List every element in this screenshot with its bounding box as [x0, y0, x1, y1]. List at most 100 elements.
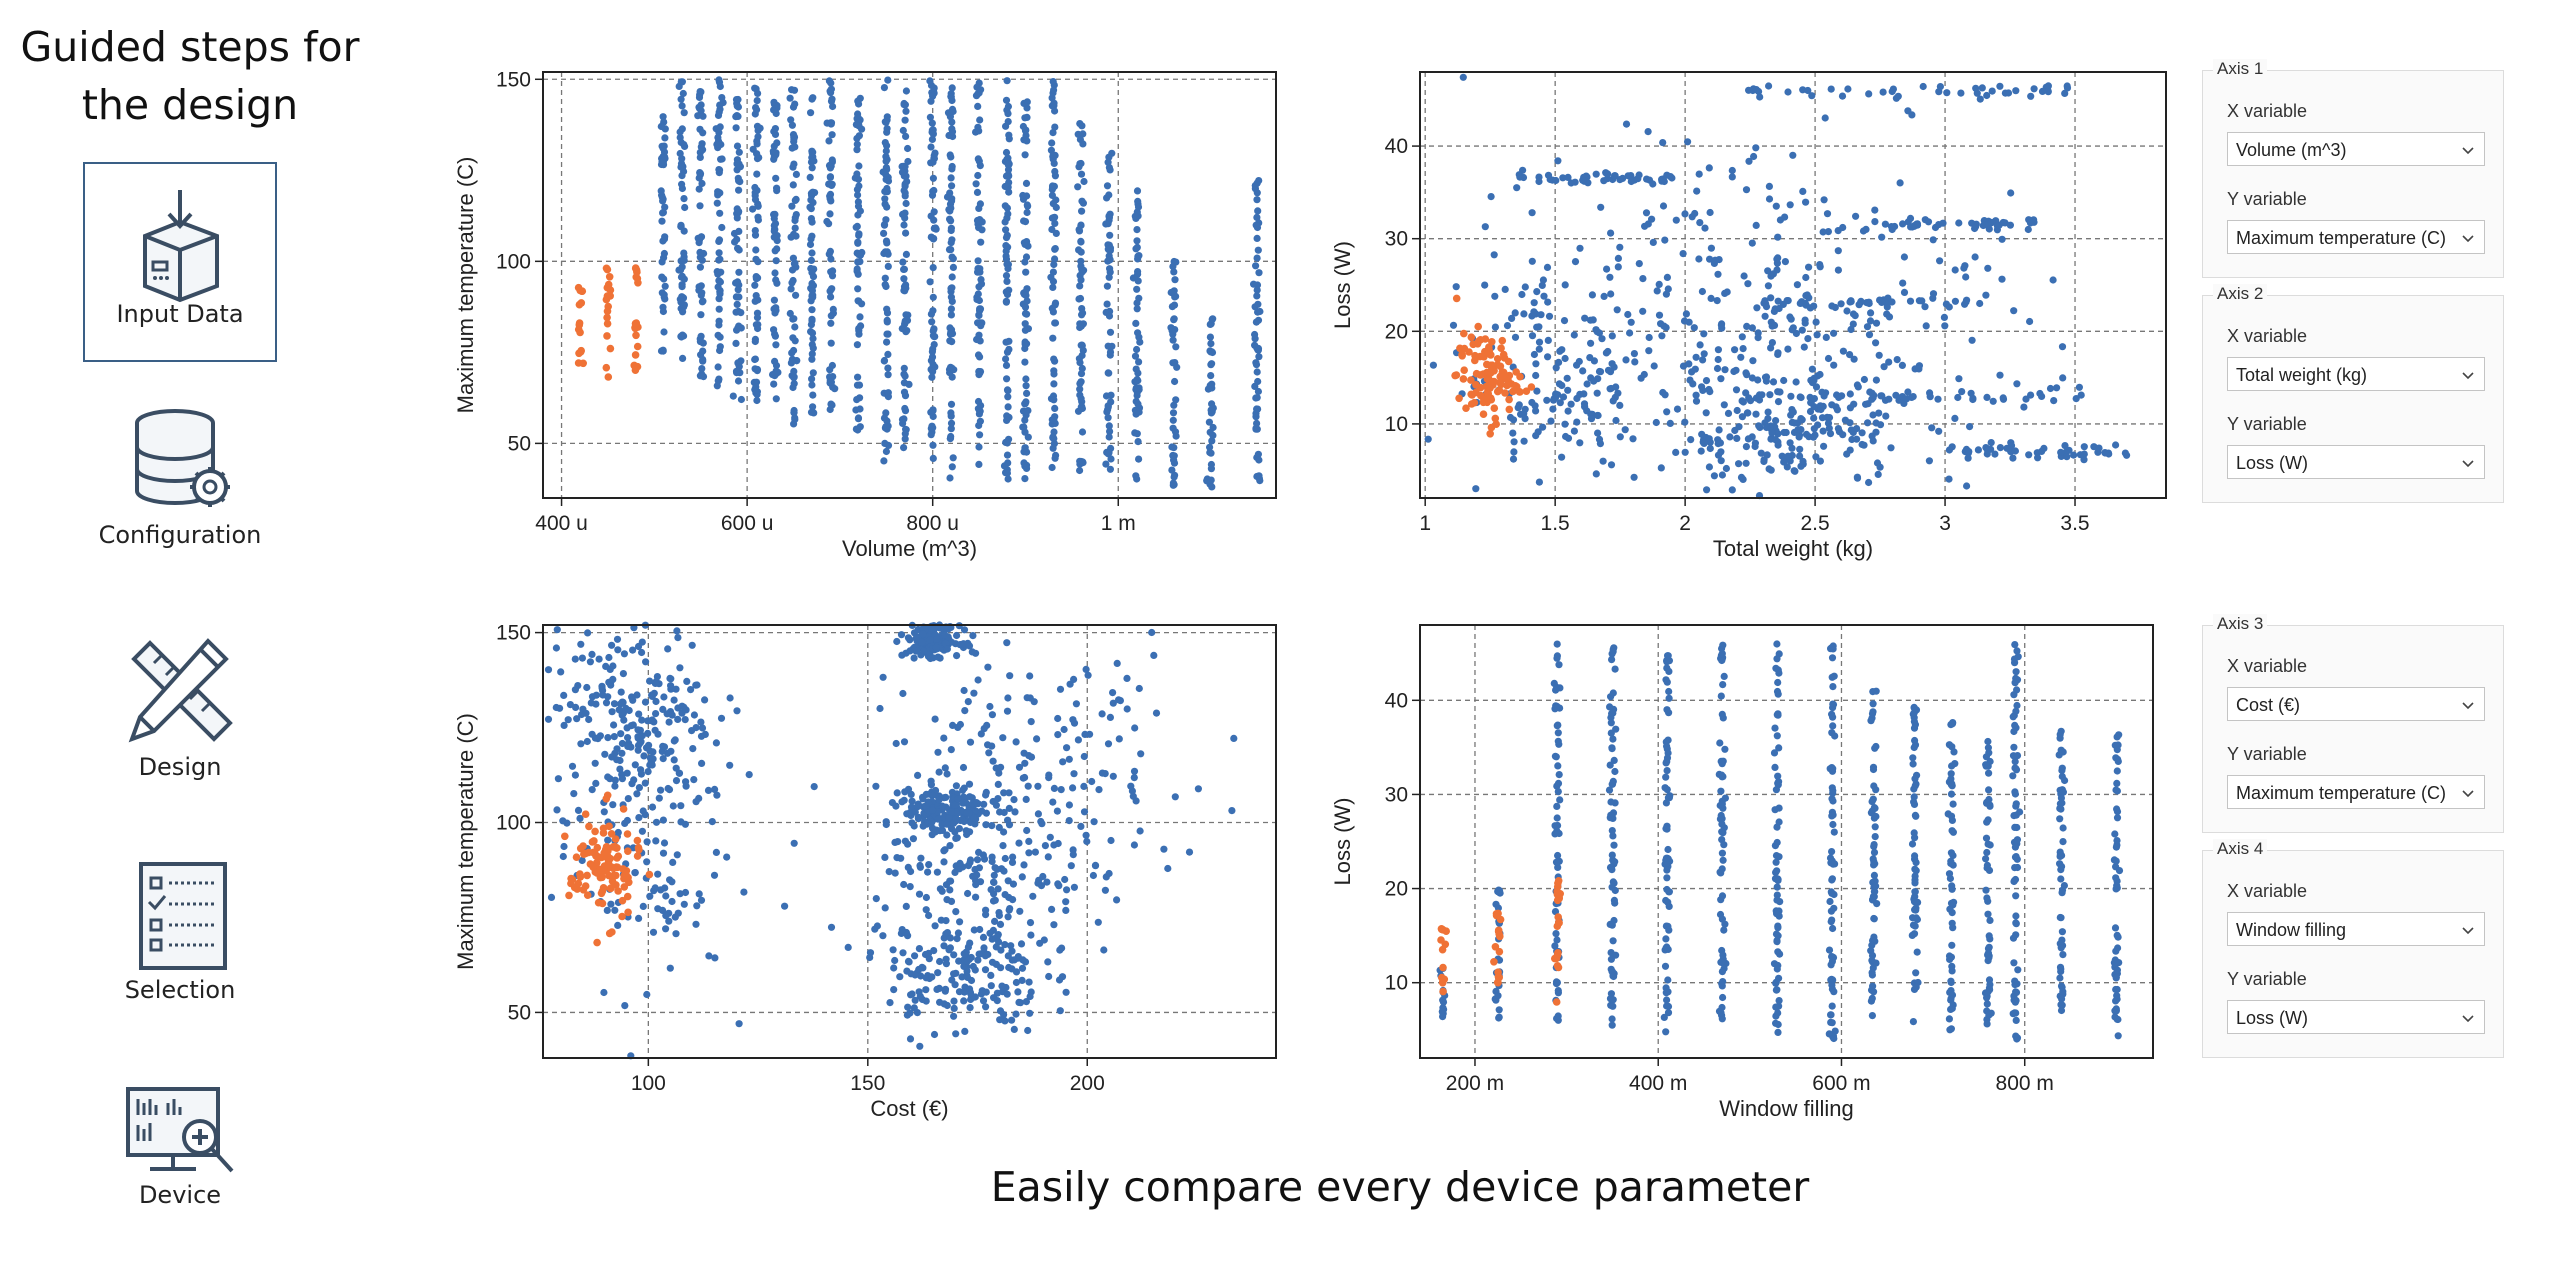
- y-variable-select[interactable]: Loss (W): [2227, 1000, 2485, 1034]
- data-point: [2012, 87, 2020, 95]
- data-point: [1830, 672, 1838, 680]
- data-point: [1173, 363, 1181, 371]
- data-point: [704, 786, 713, 795]
- data-point: [2121, 449, 2129, 457]
- data-point: [1607, 719, 1615, 727]
- y-variable-select[interactable]: Maximum temperature (C): [2227, 775, 2485, 809]
- data-point: [1002, 148, 1011, 157]
- data-point: [680, 249, 688, 257]
- data-point: [901, 320, 909, 328]
- data-point: [925, 861, 933, 869]
- data-point: [854, 426, 862, 434]
- data-point: [900, 99, 908, 108]
- data-point: [696, 248, 704, 256]
- data-point: [1828, 401, 1836, 409]
- data-point: [1788, 326, 1796, 334]
- data-point: [888, 799, 897, 807]
- data-point: [733, 160, 741, 168]
- data-point: [1062, 898, 1070, 906]
- data-point: [2056, 974, 2064, 982]
- data-point: [1921, 303, 1929, 311]
- data-point: [1554, 779, 1563, 788]
- data-point: [925, 955, 933, 963]
- data-point: [1827, 85, 1835, 93]
- data-point: [696, 372, 705, 380]
- data-point: [1103, 300, 1111, 308]
- step-input-data[interactable]: Input Data: [83, 162, 277, 362]
- step-device[interactable]: Device: [83, 1085, 277, 1235]
- data-point: [664, 645, 672, 653]
- data-point: [1966, 423, 1974, 431]
- data-point: [1913, 948, 1921, 956]
- data-point: [1699, 356, 1707, 364]
- data-point: [1774, 1009, 1782, 1017]
- data-point: [1717, 757, 1725, 766]
- data-point: [1004, 160, 1012, 168]
- data-point: [1608, 851, 1616, 859]
- data-point: [932, 643, 940, 652]
- x-variable-select[interactable]: Volume (m^3): [2227, 132, 2485, 166]
- data-point: [1767, 344, 1775, 352]
- step-selection[interactable]: Selection: [83, 860, 277, 1020]
- data-point: [1957, 89, 1965, 97]
- data-point: [2057, 1006, 2066, 1015]
- data-point: [825, 77, 834, 85]
- data-point: [1039, 872, 1047, 881]
- data-point: [1691, 209, 1699, 218]
- step-design[interactable]: Design: [83, 635, 277, 795]
- data-point: [1968, 336, 1976, 344]
- data-point: [904, 785, 913, 793]
- x-variable-select[interactable]: Cost (€): [2227, 687, 2485, 721]
- data-point: [1062, 988, 1070, 996]
- data-point: [1485, 395, 1494, 403]
- data-point: [881, 187, 889, 196]
- data-point: [901, 430, 909, 438]
- x-variable-select[interactable]: Window filling: [2227, 912, 2485, 946]
- data-point: [698, 759, 706, 768]
- data-point: [1706, 444, 1714, 453]
- data-point: [790, 406, 798, 415]
- data-point: [855, 324, 863, 333]
- data-point: [1791, 467, 1799, 475]
- data-point: [1870, 871, 1878, 880]
- data-point: [1816, 370, 1824, 379]
- data-point: [1048, 463, 1056, 472]
- data-point: [732, 124, 740, 132]
- data-point: [1610, 841, 1618, 849]
- data-point: [672, 777, 681, 785]
- data-point: [881, 274, 889, 282]
- data-point: [1787, 392, 1795, 400]
- data-point: [1723, 288, 1731, 296]
- data-point: [1819, 427, 1827, 435]
- data-point: [1131, 429, 1139, 437]
- data-point: [1945, 446, 1953, 454]
- y-variable-select[interactable]: Loss (W): [2227, 445, 2485, 479]
- data-point: [1256, 307, 1264, 316]
- data-point: [1022, 408, 1030, 416]
- data-point: [1528, 209, 1536, 217]
- data-point: [751, 231, 760, 239]
- x-variable-select[interactable]: Total weight (kg): [2227, 357, 2485, 391]
- data-point: [1908, 931, 1916, 940]
- data-point: [926, 77, 934, 85]
- data-point: [902, 311, 910, 319]
- data-point: [1535, 345, 1543, 353]
- data-point: [1919, 82, 1927, 91]
- data-point: [680, 703, 688, 711]
- data-point: [1134, 400, 1142, 408]
- data-point: [995, 909, 1003, 917]
- data-point: [639, 902, 647, 911]
- data-point: [992, 801, 1001, 809]
- y-variable-select[interactable]: Maximum temperature (C): [2227, 220, 2485, 254]
- data-point: [1754, 329, 1762, 337]
- data-point: [2113, 1015, 2121, 1023]
- step-configuration[interactable]: Configuration: [83, 405, 277, 565]
- data-point: [1985, 786, 1993, 794]
- data-point: [773, 232, 781, 240]
- data-point: [1255, 456, 1263, 464]
- data-point: [1553, 936, 1561, 944]
- data-point: [754, 258, 762, 266]
- data-point: [737, 395, 746, 404]
- data-point: [976, 417, 985, 425]
- data-point: [636, 739, 644, 747]
